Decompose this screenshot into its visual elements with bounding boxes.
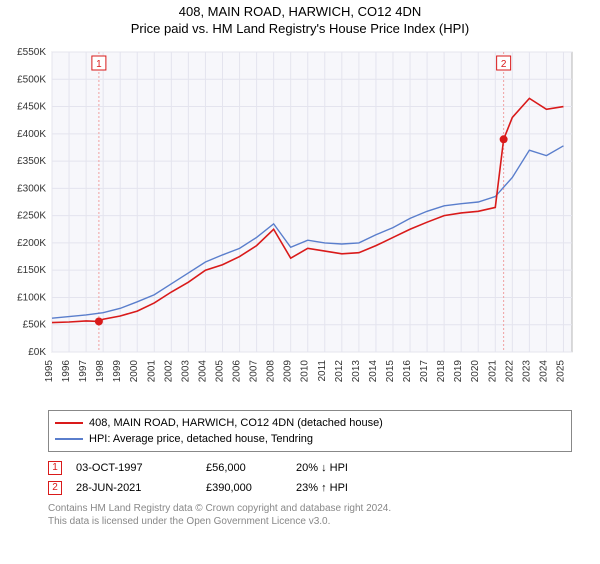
marker-badge-icon: 2 (48, 481, 62, 495)
marker-row: 1 03-OCT-1997£56,00020% ↓ HPI (48, 458, 572, 478)
svg-text:1998: 1998 (95, 360, 106, 383)
svg-text:2011: 2011 (317, 360, 328, 382)
svg-text:2025: 2025 (555, 360, 566, 383)
svg-text:2004: 2004 (197, 360, 208, 383)
svg-text:2020: 2020 (470, 360, 481, 383)
legend: 408, MAIN ROAD, HARWICH, CO12 4DN (detac… (48, 410, 572, 452)
svg-text:2018: 2018 (436, 360, 447, 383)
svg-text:£350K: £350K (17, 156, 46, 167)
marker-delta: 20% ↓ HPI (296, 458, 416, 478)
svg-text:2008: 2008 (266, 360, 277, 383)
legend-item-series1: HPI: Average price, detached house, Tend… (55, 431, 565, 447)
svg-text:£550K: £550K (17, 47, 46, 58)
svg-text:2015: 2015 (385, 360, 396, 383)
marker-date: 03-OCT-1997 (76, 458, 206, 478)
svg-text:2009: 2009 (283, 360, 294, 383)
svg-text:£300K: £300K (17, 183, 46, 194)
svg-text:1999: 1999 (112, 360, 123, 383)
marker-row: 2 28-JUN-2021£390,00023% ↑ HPI (48, 478, 572, 498)
svg-text:£250K: £250K (17, 211, 46, 222)
marker-badge-icon: 1 (48, 461, 62, 475)
svg-text:2010: 2010 (300, 360, 311, 383)
svg-text:2021: 2021 (487, 360, 498, 383)
svg-text:2019: 2019 (453, 360, 464, 383)
svg-text:1995: 1995 (44, 360, 55, 383)
svg-text:2013: 2013 (351, 360, 362, 383)
svg-text:2012: 2012 (334, 360, 345, 383)
marker-date: 28-JUN-2021 (76, 478, 206, 498)
svg-text:£50K: £50K (23, 320, 47, 331)
svg-text:£400K: £400K (17, 129, 46, 140)
svg-text:£500K: £500K (17, 74, 46, 85)
svg-text:2024: 2024 (538, 360, 549, 383)
svg-text:1997: 1997 (78, 360, 89, 383)
legend-label-0: 408, MAIN ROAD, HARWICH, CO12 4DN (detac… (89, 415, 383, 431)
svg-text:2003: 2003 (180, 360, 191, 383)
svg-text:2006: 2006 (232, 360, 243, 383)
svg-text:£150K: £150K (17, 265, 46, 276)
chart-title: 408, MAIN ROAD, HARWICH, CO12 4DN (0, 4, 600, 19)
legend-swatch-1 (55, 438, 83, 440)
svg-text:£100K: £100K (17, 292, 46, 303)
svg-text:1996: 1996 (61, 360, 72, 383)
legend-swatch-0 (55, 422, 83, 424)
svg-text:2016: 2016 (402, 360, 413, 383)
legend-label-1: HPI: Average price, detached house, Tend… (89, 431, 313, 447)
chart-area: £0K £50K £100K £150K £200K £250K £300K £350K £40… (0, 44, 600, 404)
svg-text:2007: 2007 (249, 360, 260, 383)
marker-table: 1 03-OCT-1997£56,00020% ↓ HPI 2 28-JUN-2021… (48, 458, 572, 498)
svg-text:2002: 2002 (163, 360, 174, 383)
svg-text:£450K: £450K (17, 102, 46, 113)
svg-text:2001: 2001 (146, 360, 157, 383)
svg-text:£200K: £200K (17, 238, 46, 249)
legend-item-series0: 408, MAIN ROAD, HARWICH, CO12 4DN (detac… (55, 415, 565, 431)
marker-delta: 23% ↑ HPI (296, 478, 416, 498)
marker-price: £390,000 (206, 478, 296, 498)
svg-text:2017: 2017 (419, 360, 430, 383)
svg-text:2005: 2005 (214, 360, 225, 383)
footer-text: Contains HM Land Registry data © Crown c… (48, 502, 572, 528)
svg-text:2: 2 (501, 59, 507, 70)
svg-text:2014: 2014 (368, 360, 379, 383)
svg-text:2022: 2022 (504, 360, 515, 383)
line-chart: £0K £50K £100K £150K £200K £250K £300K £350K £40… (0, 44, 600, 404)
svg-text:1: 1 (96, 59, 102, 70)
marker-price: £56,000 (206, 458, 296, 478)
svg-text:2000: 2000 (129, 360, 140, 383)
svg-text:2023: 2023 (521, 360, 532, 383)
svg-text:£0K: £0K (28, 347, 46, 358)
chart-subtitle: Price paid vs. HM Land Registry's House … (0, 21, 600, 36)
